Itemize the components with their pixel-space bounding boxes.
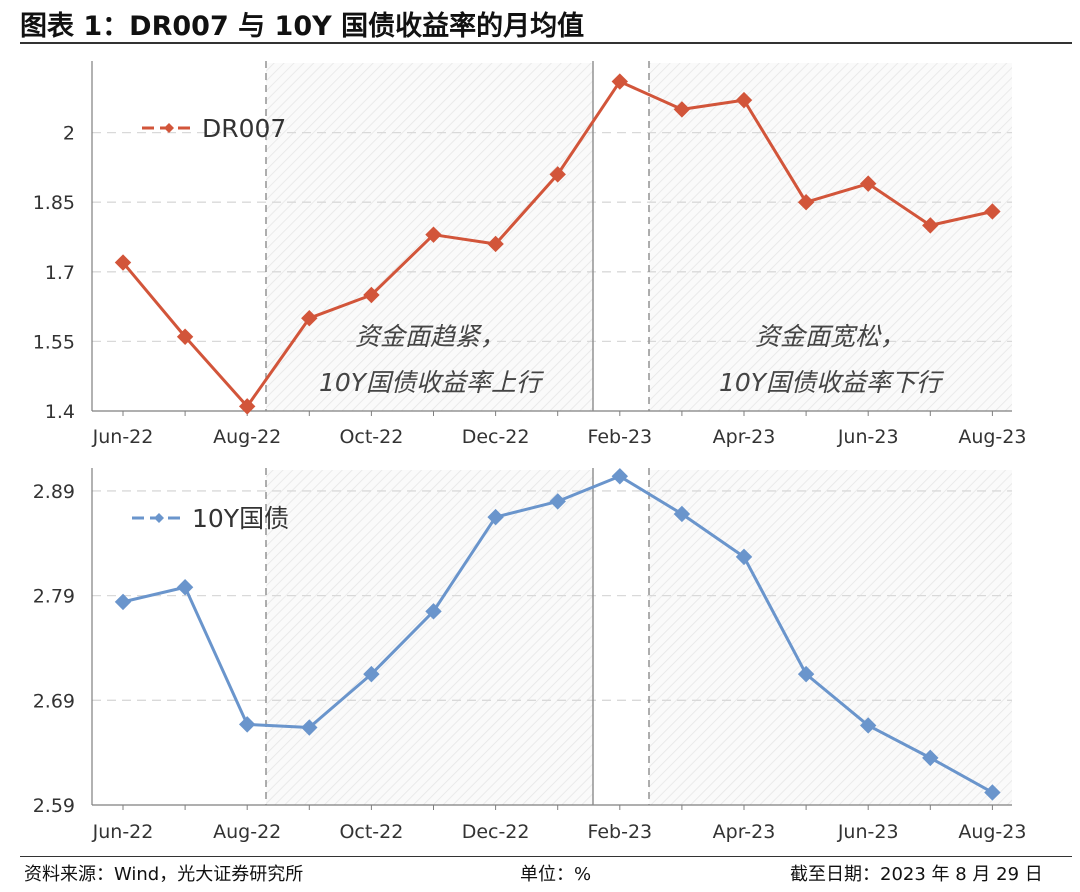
x-tick-label: Jun-22 — [92, 426, 154, 448]
legend-label: 10Y国债 — [192, 504, 289, 533]
x-tick-label: Aug-23 — [958, 426, 1026, 448]
data-point — [922, 217, 939, 234]
x-tick-label: Dec-22 — [462, 821, 530, 843]
data-point — [176, 328, 194, 345]
data-point — [487, 235, 504, 253]
data-point — [301, 719, 318, 736]
data-point — [859, 175, 877, 192]
easing-region — [649, 470, 1012, 805]
y-tick-label: 1.7 — [45, 262, 75, 284]
data-point — [114, 593, 132, 611]
data-point — [363, 286, 380, 304]
data-point — [984, 784, 1001, 801]
data-point — [549, 493, 566, 510]
y-tick-label: 1.85 — [33, 192, 75, 214]
y-tick-label: 1.4 — [45, 401, 75, 423]
data-point — [238, 716, 256, 733]
legend-marker — [164, 123, 174, 133]
easing-region — [649, 63, 1012, 411]
data-point — [673, 101, 691, 118]
x-tick-label: Aug-22 — [213, 426, 281, 448]
x-tick-label: Apr-23 — [713, 426, 776, 448]
date-note: 截至日期：2023 年 8 月 29 日 — [790, 864, 1043, 885]
chart-title: 图表 1：DR007 与 10Y 国债收益率的月均值 — [20, 11, 585, 42]
x-tick-label: Jun-23 — [837, 426, 899, 448]
y-tick-label: 1.55 — [33, 331, 75, 353]
data-point — [922, 749, 939, 767]
data-point — [797, 665, 815, 683]
data-point — [238, 398, 256, 415]
x-tick-label: Aug-23 — [958, 821, 1026, 843]
y-tick-label: 2 — [63, 123, 75, 145]
x-tick-label: Jun-23 — [837, 821, 899, 843]
x-tick-label: Dec-22 — [462, 426, 530, 448]
legend-marker — [154, 513, 164, 523]
y-tick-label: 2.59 — [33, 795, 75, 817]
x-tick-label: Aug-22 — [213, 821, 281, 843]
y-tick-label: 2.79 — [33, 586, 75, 608]
tightening-region — [266, 470, 593, 805]
data-point — [735, 548, 753, 566]
title-rule — [20, 42, 1072, 44]
source-note: 资料来源：Wind，光大证券研究所 — [24, 864, 304, 885]
data-point — [549, 166, 566, 183]
y-tick-label: 2.69 — [33, 690, 75, 712]
legend-label: DR007 — [202, 114, 286, 143]
y-tick-label: 2.89 — [33, 481, 75, 503]
footer-rule — [20, 856, 1072, 857]
data-point — [363, 665, 380, 683]
data-point — [301, 309, 318, 327]
annotation-easing: 资金面宽松， — [755, 322, 905, 351]
data-point — [673, 505, 691, 523]
annotation-tightening: 10Y国债收益率上行 — [319, 368, 545, 397]
x-tick-label: Feb-23 — [587, 426, 652, 448]
x-tick-label: Oct-22 — [339, 821, 403, 843]
x-tick-label: Apr-23 — [713, 821, 776, 843]
data-point — [425, 603, 442, 620]
data-point — [425, 226, 442, 243]
x-tick-label: Oct-22 — [339, 426, 403, 448]
data-point — [797, 193, 815, 211]
data-point — [487, 508, 504, 526]
annotation-tightening: 资金面趋紧， — [355, 322, 505, 351]
data-point — [611, 468, 629, 485]
data-point — [611, 73, 629, 90]
annotation-easing: 10Y国债收益率下行 — [719, 368, 945, 397]
data-point — [984, 203, 1001, 220]
data-point — [176, 579, 194, 596]
data-point — [859, 717, 877, 734]
unit-note: 单位：% — [520, 864, 592, 885]
x-tick-label: Jun-22 — [92, 821, 154, 843]
data-point — [114, 254, 132, 271]
x-tick-label: Feb-23 — [587, 821, 652, 843]
data-point — [735, 91, 753, 109]
